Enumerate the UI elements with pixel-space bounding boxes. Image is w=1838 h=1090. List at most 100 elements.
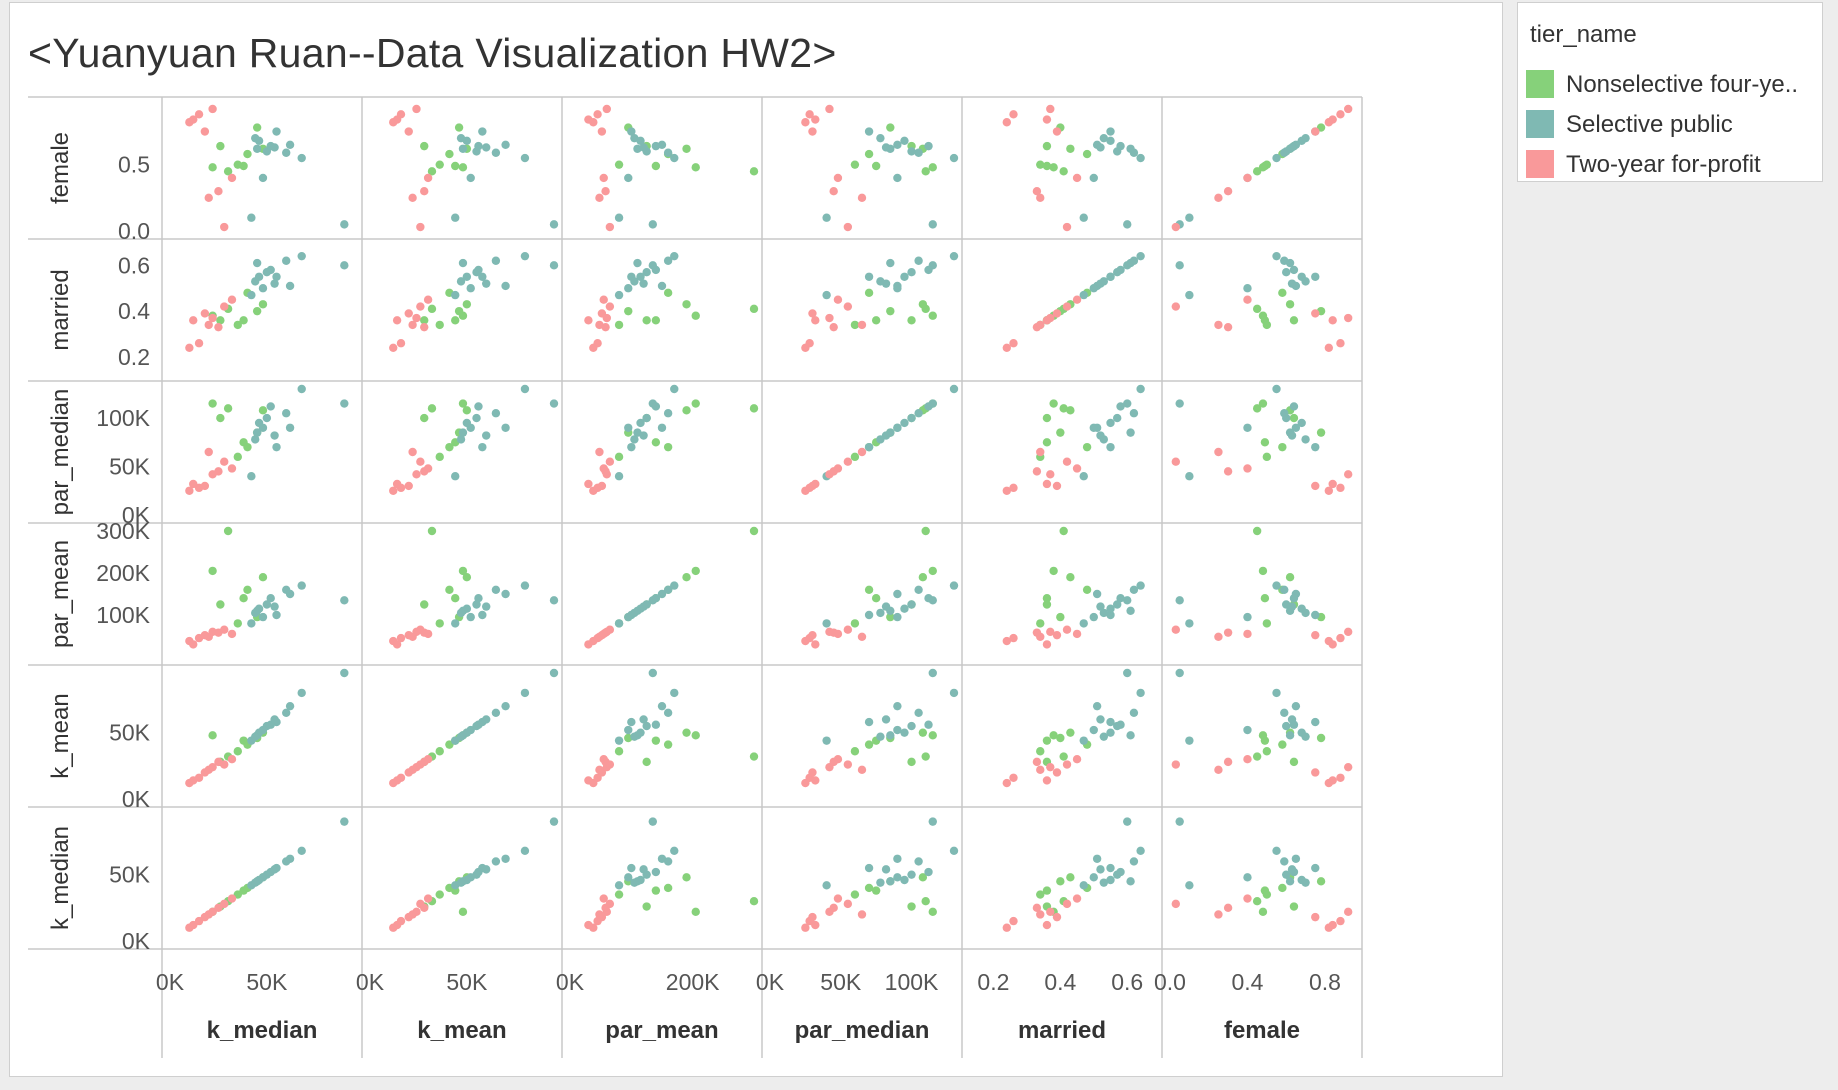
- data-point: [829, 903, 838, 913]
- data-point: [808, 768, 817, 777]
- data-point: [801, 118, 810, 127]
- data-point: [1185, 881, 1194, 890]
- data-point: [491, 585, 501, 594]
- data-point: [914, 585, 923, 594]
- data-point: [893, 284, 902, 293]
- data-point: [584, 920, 593, 930]
- data-point: [1336, 483, 1345, 493]
- data-point: [258, 284, 268, 293]
- data-point: [252, 428, 262, 437]
- data-point: [216, 141, 225, 151]
- data-point: [297, 846, 306, 856]
- data-point: [1032, 187, 1042, 196]
- data-point: [1046, 313, 1055, 323]
- data-point: [642, 413, 651, 423]
- data-point: [850, 320, 860, 330]
- data-point: [907, 721, 916, 731]
- data-point: [408, 765, 417, 775]
- data-point: [408, 910, 417, 919]
- data-point: [864, 149, 874, 159]
- legend[interactable]: tier_name Nonselective four-ye.. Selecti…: [1517, 2, 1823, 182]
- data-point: [258, 173, 268, 183]
- y-tick-label: 0.2: [118, 344, 150, 370]
- data-point: [1280, 585, 1289, 594]
- data-point: [233, 160, 242, 169]
- data-point: [1301, 732, 1310, 741]
- data-point: [1171, 457, 1181, 466]
- legend-item-selective-public[interactable]: Selective public: [1526, 107, 1822, 141]
- data-point: [1099, 435, 1109, 444]
- data-point: [614, 619, 624, 628]
- data-point: [462, 418, 472, 428]
- data-point: [1311, 127, 1320, 136]
- data-point: [1297, 418, 1306, 428]
- data-point: [392, 640, 402, 649]
- data-point: [893, 173, 902, 183]
- data-point: [1289, 316, 1299, 325]
- data-point: [233, 619, 242, 628]
- data-point: [396, 633, 406, 643]
- data-point: [642, 757, 651, 767]
- data-point: [918, 728, 928, 737]
- data-point: [639, 715, 648, 724]
- data-point: [214, 322, 223, 332]
- data-point: [408, 320, 417, 330]
- data-point: [843, 302, 853, 311]
- legend-item-two-year[interactable]: Two-year for-profit: [1526, 147, 1822, 181]
- data-point: [216, 600, 225, 609]
- data-point: [189, 115, 198, 124]
- data-point: [811, 479, 820, 489]
- y-tick-label: 300K: [96, 518, 150, 544]
- data-point: [549, 220, 559, 229]
- data-point: [1343, 104, 1353, 114]
- data-point: [1123, 399, 1132, 408]
- data-point: [1136, 846, 1145, 856]
- data-point: [1223, 903, 1233, 913]
- data-point: [1062, 760, 1072, 769]
- data-point: [427, 526, 437, 536]
- data-point: [1136, 688, 1145, 698]
- data-point: [1289, 757, 1299, 767]
- data-point: [451, 594, 460, 603]
- data-point: [239, 594, 248, 603]
- data-point: [614, 290, 624, 300]
- data-point: [900, 418, 909, 428]
- data-point: [682, 144, 691, 153]
- data-point: [1123, 596, 1132, 605]
- x-axis-title-female: female: [1224, 1017, 1300, 1044]
- data-point: [663, 740, 673, 749]
- data-point: [1113, 600, 1122, 609]
- data-point: [214, 628, 223, 637]
- data-point: [1082, 442, 1092, 452]
- data-point: [1099, 608, 1109, 618]
- data-point: [822, 736, 831, 745]
- legend-label-nonselective: Nonselective four-ye..: [1566, 71, 1799, 98]
- data-point: [924, 402, 933, 411]
- data-point: [474, 141, 483, 151]
- data-point: [914, 857, 923, 866]
- data-point: [420, 413, 429, 423]
- data-point: [1066, 406, 1075, 415]
- data-point: [252, 306, 262, 316]
- data-point: [1252, 752, 1262, 761]
- data-point: [864, 127, 874, 136]
- data-point: [1036, 193, 1045, 203]
- data-point: [1062, 302, 1072, 311]
- legend-item-nonselective[interactable]: Nonselective four-ye..: [1526, 67, 1822, 101]
- data-point: [907, 413, 916, 423]
- data-point: [1106, 136, 1115, 146]
- data-point: [1291, 854, 1301, 863]
- data-point: [630, 732, 639, 741]
- data-point: [474, 402, 483, 411]
- data-point: [1287, 431, 1297, 440]
- data-point: [670, 153, 679, 163]
- data-point: [389, 486, 398, 495]
- data-point: [1285, 300, 1295, 309]
- data-point: [663, 442, 673, 452]
- data-point: [491, 857, 501, 866]
- data-point: [1260, 438, 1270, 447]
- data-point: [1009, 339, 1018, 348]
- data-point: [749, 304, 759, 314]
- data-point: [584, 640, 593, 649]
- y-axis-title-k_mean: k_mean: [47, 693, 74, 778]
